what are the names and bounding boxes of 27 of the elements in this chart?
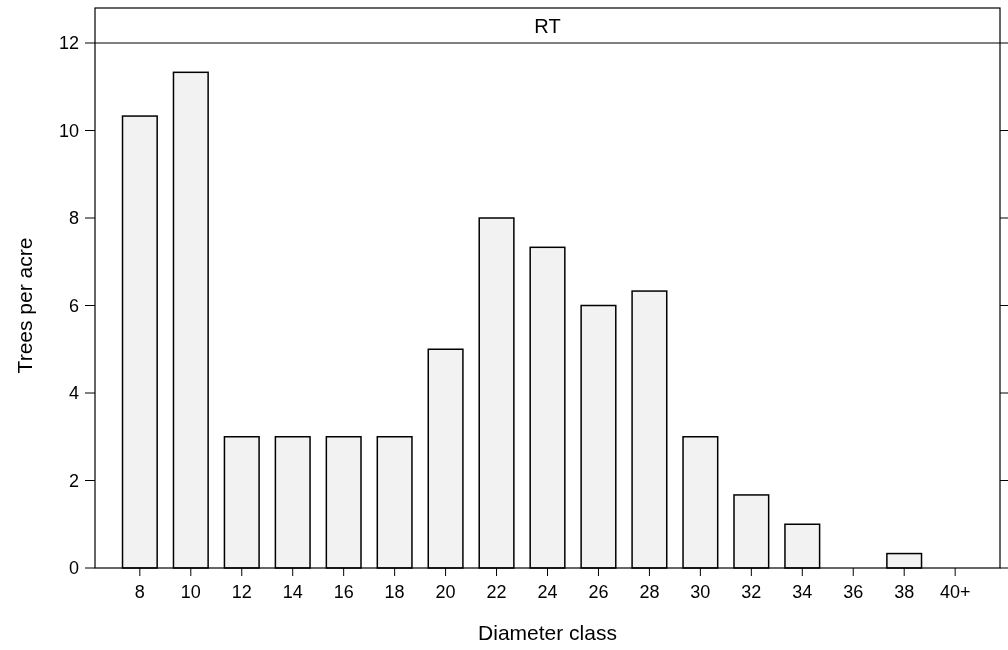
- x-tick-label: 18: [384, 582, 405, 602]
- y-tick-label: 8: [68, 208, 79, 228]
- x-tick-label: 8: [134, 582, 145, 602]
- x-tick-label: 36: [843, 582, 864, 602]
- x-tick-label: 28: [639, 582, 660, 602]
- y-axis-title: Trees per acre: [13, 237, 36, 374]
- x-tick-label: 12: [231, 582, 252, 602]
- y-tick-label: 2: [68, 470, 79, 491]
- y-tick-label: 10: [58, 120, 79, 141]
- y-tick-label: 0: [68, 558, 79, 578]
- x-tick-label: 14: [282, 582, 303, 602]
- x-axis-title: Diameter class: [478, 621, 617, 644]
- x-tick-label: 16: [333, 582, 354, 602]
- x-tick-label: 34: [792, 582, 813, 602]
- y-tick-label: 12: [58, 33, 79, 53]
- x-tick-label: 22: [486, 582, 507, 602]
- x-tick-label: 10: [180, 582, 201, 602]
- x-tick-label: 32: [741, 582, 762, 602]
- x-tick-label: 20: [435, 582, 456, 602]
- x-tick-label: 30: [690, 582, 711, 602]
- y-tick-label: 6: [68, 295, 79, 316]
- x-tick-label: 26: [588, 582, 609, 602]
- y-tick-label: 4: [68, 383, 79, 403]
- x-tick-label: 40+: [939, 582, 971, 602]
- x-tick-label: 24: [537, 582, 558, 602]
- chart-title: RT: [534, 14, 561, 37]
- x-tick-label: 38: [894, 582, 915, 602]
